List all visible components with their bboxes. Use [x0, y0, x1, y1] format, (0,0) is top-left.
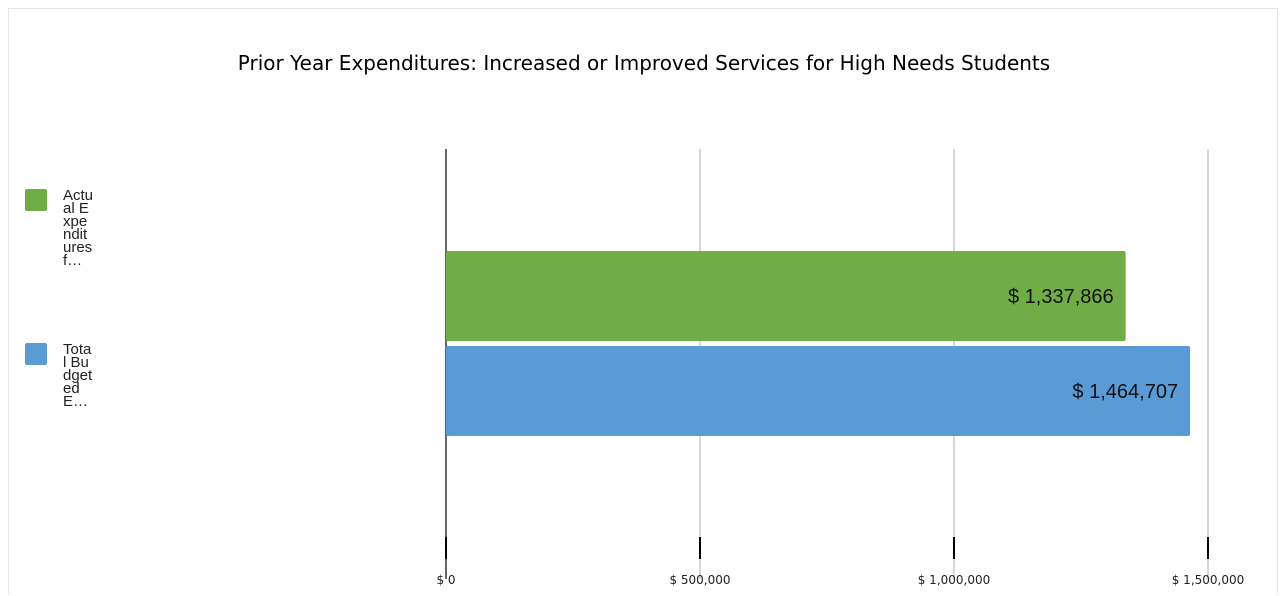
legend-label-actual: Actual Expenditures f… — [63, 187, 94, 269]
chart-title: Prior Year Expenditures: Increased or Im… — [237, 51, 1051, 75]
x-tick-label: $ 500,000 — [669, 573, 730, 587]
bar — [446, 251, 1126, 341]
legend-label-budgeted: Total Budgeted E… — [63, 341, 93, 410]
x-tick-label: $ 1,500,000 — [1172, 573, 1245, 587]
chart-container: Prior Year Expenditures: Increased or Im… — [8, 8, 1278, 595]
bar-value-label: $ 1,464,707 — [1072, 381, 1178, 403]
bar-value-label: $ 1,337,866 — [1008, 286, 1114, 308]
bar — [446, 346, 1191, 436]
x-tick-label: $ 0 — [436, 573, 455, 587]
legend-swatch-budgeted — [25, 343, 47, 365]
x-tick-label: $ 1,000,000 — [918, 573, 991, 587]
legend-swatch-actual — [25, 189, 47, 211]
bar-chart-plot: $ 0 $ 500,000 $ 1,000,000 $ 1,500,000 $ 1,33… — [436, 149, 1245, 587]
